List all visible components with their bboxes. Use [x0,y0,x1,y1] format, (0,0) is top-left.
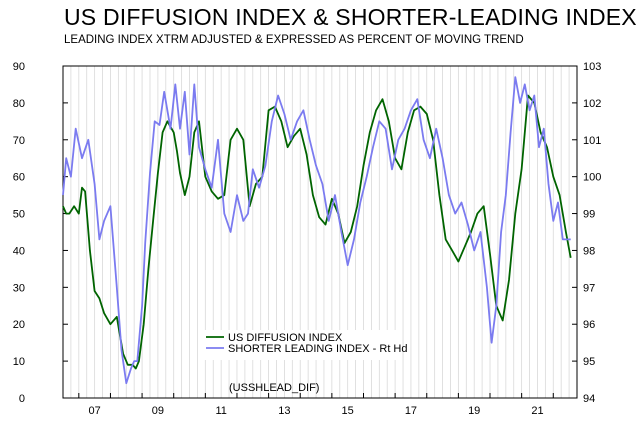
right-axis-tick-label: 94 [583,393,595,405]
left-axis-tick-label: 70 [13,135,25,147]
x-axis-tick-label: 07 [89,405,101,417]
right-axis-tick-label: 97 [583,282,595,294]
x-axis-tick-label: 15 [342,405,354,417]
legend-label: SHORTER LEADING INDEX - Rt Hd [228,343,408,355]
series-line-us-diffusion-index [62,94,572,370]
right-axis-tick-label: 101 [583,135,601,147]
x-axis-tick-label: 19 [468,405,480,417]
right-axis-tick-label: 96 [583,319,595,331]
left-axis-tick-label: 30 [13,282,25,294]
x-axis-tick-label: 13 [278,405,290,417]
right-axis-tick-label: 102 [583,98,601,110]
legend-label: US DIFFUSION INDEX [228,332,343,344]
left-axis-tick-label: 10 [13,356,25,368]
left-axis-tick-label: 80 [13,98,25,110]
x-axis-tick-label: 17 [405,405,417,417]
x-axis-tick-label: 11 [215,405,226,417]
x-axis-tick-label: 21 [531,405,543,417]
right-axis-tick-label: 95 [583,356,595,368]
right-axis-tick-label: 100 [583,172,601,184]
chart-subtitle: LEADING INDEX XTRM ADJUSTED & EXPRESSED … [64,34,524,46]
right-axis-tick-label: 103 [583,61,601,73]
left-axis-tick-label: 90 [13,61,25,73]
plot-frame [62,65,578,399]
chart-title: US DIFFUSION INDEX & SHORTER-LEADING IND… [64,4,637,30]
right-axis-tick-label: 99 [583,209,595,221]
left-axis-tick-label: 0 [19,393,25,405]
right-axis-tick-label: 98 [583,245,595,257]
left-axis-tick-label: 50 [13,209,25,221]
x-axis-tick-label: 09 [152,405,164,417]
legend-box [200,330,400,360]
series-code-annotation: (USSHLEAD_DIF) [229,382,319,394]
left-axis-tick-label: 40 [13,245,25,257]
left-axis-tick-label: 20 [13,319,25,331]
series-line-shorter-leading-index [62,76,571,385]
left-axis-tick-label: 60 [13,172,25,184]
